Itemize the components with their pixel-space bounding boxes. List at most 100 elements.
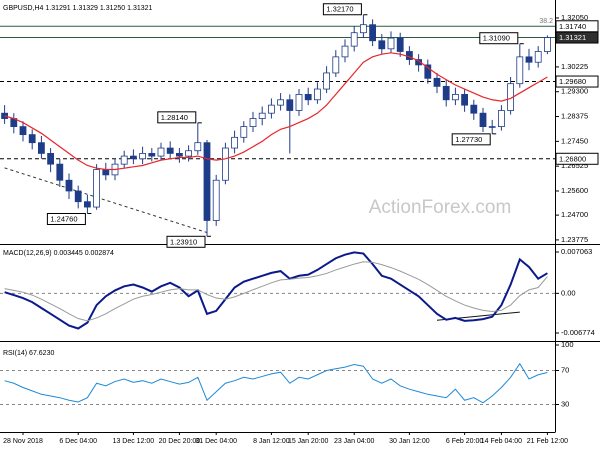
y-tick-label: 1.24700 (561, 210, 588, 219)
fib-annotation: 38.2 (539, 18, 553, 25)
candle-body (157, 147, 165, 157)
x-tick-label: 14 Feb 04:00 (481, 438, 522, 445)
swing-box (166, 235, 206, 248)
candle-body (451, 94, 459, 101)
candle-body (120, 155, 128, 165)
y-tick-label: 1.23775 (561, 235, 588, 244)
swing-box (46, 212, 86, 225)
swing-box (451, 133, 491, 146)
candle-body (277, 99, 285, 106)
candle-body (313, 88, 321, 101)
candle-body (194, 142, 202, 152)
candle-body (102, 169, 110, 176)
candle-body (38, 142, 45, 154)
x-tick-label: 13 Dec 12:00 (113, 438, 155, 445)
level-box (555, 152, 599, 165)
indicator-line (4, 251, 548, 330)
level-box (555, 75, 599, 88)
candle-body (433, 77, 441, 87)
candle-body (424, 64, 432, 79)
x-tick-label: 23 Jan 04:00 (334, 438, 375, 445)
x-tick-label: 20 Dec 20:00 (159, 438, 201, 445)
candle-body (203, 142, 211, 221)
panel-title: GBPUSD,H4 1.31291 1.31329 1.31250 1.3132… (3, 5, 153, 12)
candle-body (442, 85, 450, 101)
swing-label: 1.23910 (170, 237, 197, 246)
candle-body (369, 24, 377, 42)
x-tick-label: 28 Nov 2018 (3, 438, 43, 445)
candle-body (175, 153, 183, 157)
candle-body (258, 112, 266, 119)
swing-box (322, 3, 362, 16)
watermark: ActionForex.com (369, 197, 512, 218)
y-tick-label: 1.26525 (561, 161, 588, 170)
candle-body (350, 32, 358, 47)
candle-body (461, 94, 469, 106)
candle-body (378, 40, 386, 50)
y-tick-label: 100 (561, 340, 574, 349)
swing-label: 1.31090 (483, 34, 510, 43)
swing-label: 1.28140 (161, 113, 188, 122)
x-tick-label: 6 Feb 20:00 (446, 438, 483, 445)
candle-body (185, 150, 193, 157)
candle-body (139, 153, 147, 160)
moving-average (4, 52, 548, 171)
candle-body (166, 147, 174, 154)
y-tick-label: 0.007063 (561, 247, 592, 256)
candle-body (323, 72, 331, 90)
swing-label: 1.27730 (455, 135, 482, 144)
candle-body (341, 45, 349, 58)
candle-body (65, 179, 73, 192)
y-tick-label: 0.00 (561, 288, 576, 297)
level-label: 1.31321 (559, 33, 586, 42)
y-tick-label: 1.28375 (561, 112, 588, 121)
x-tick-label: 15 Jan 20:00 (288, 438, 329, 445)
swing-label: 1.24760 (50, 214, 77, 223)
x-tick-label: 8 Jan 12:00 (253, 438, 290, 445)
y-tick-label: 30 (561, 399, 569, 408)
candle-body (525, 56, 533, 63)
indicator-line (4, 362, 548, 404)
candle-body (212, 179, 220, 221)
candle-body (534, 51, 542, 63)
candle-body (84, 201, 91, 208)
candle-body (249, 118, 257, 127)
swing-box (479, 32, 519, 45)
candle-body (56, 163, 64, 181)
y-tick-label: 1.25600 (561, 186, 588, 195)
y-tick-label: 1.27450 (561, 136, 588, 145)
candle-body (286, 99, 294, 111)
level-box (555, 31, 599, 44)
y-tick-label: 1.32050 (561, 13, 588, 22)
x-tick-label: 30 Jan 12:00 (389, 438, 430, 445)
candle-body (387, 37, 395, 50)
candle-body (544, 37, 551, 52)
candle-body (295, 94, 303, 111)
panel-title: MACD(12,26,9) 0.003445 0.002874 (3, 250, 114, 257)
candle-body (240, 126, 248, 138)
candle-body (332, 56, 340, 74)
candle-body (231, 136, 239, 149)
candle-body (129, 155, 137, 160)
x-tick-label: 6 Dec 04:00 (59, 438, 97, 445)
candle-body (28, 134, 36, 144)
panel-title: RSI(14) 67.6230 (3, 350, 54, 357)
x-tick-label: 21 Feb 12:00 (527, 438, 568, 445)
level-label: 1.26800 (559, 154, 586, 163)
candle-body (19, 126, 27, 136)
candle-body (267, 104, 275, 114)
candle-body (47, 153, 54, 165)
swing-box (157, 111, 197, 124)
y-tick-label: 70 (561, 365, 569, 374)
candle-body (359, 24, 367, 34)
candle-body (148, 153, 156, 157)
y-tick-label: 1.29300 (561, 87, 588, 96)
candle-body (93, 169, 100, 208)
candle-body (74, 190, 82, 203)
candle-body (488, 126, 496, 128)
candle-body (497, 110, 505, 127)
candle-body (396, 37, 404, 52)
y-tick-label: -0.006774 (561, 328, 595, 337)
